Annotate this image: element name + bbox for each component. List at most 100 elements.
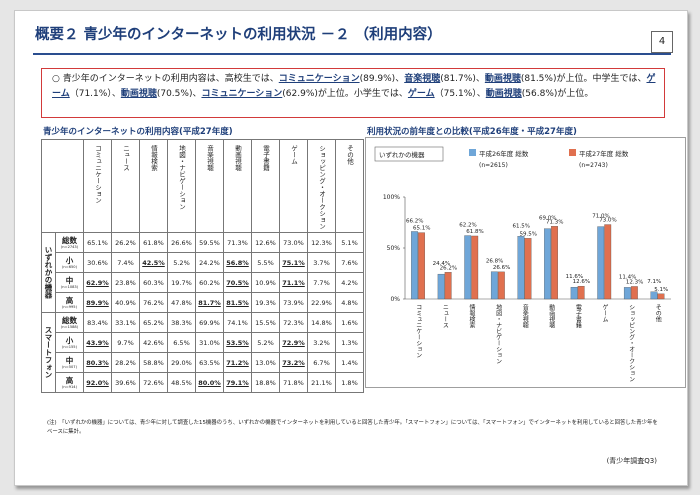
bar-value-label: 12.6% [573,279,590,285]
y-tick-label: 100% [383,194,400,201]
column-header-label: 情報検索 [149,144,158,171]
bar-value-label: 26.8% [486,259,503,265]
table-cell: 1.6% [335,312,364,333]
page-number: 4 [651,31,673,53]
table-cell: 5.2% [167,252,196,273]
table-cell: 60.2% [195,272,224,293]
table-cell: 62.9% [83,272,112,293]
summary-fragment: (56.8%)が上位。 [521,89,594,99]
table-cell: 58.8% [139,352,168,373]
column-header: ショッピング・オークション [307,139,336,233]
table-row: 小 (n=155) 43.9% 9.7% 42.6% 6.5% 31.0% 53.5% 5.2%… [42,332,364,353]
table-cell: 26.2% [111,232,140,253]
table-cell: 39.6% [111,372,140,393]
table-cell: 75.1% [279,252,308,273]
summary-fragment: (70.5%)、 [156,89,202,99]
row-label-cell: 高 (n=914) [55,372,84,393]
bar-value-label: 73.0% [599,218,616,224]
table-cell: 29.0% [167,352,196,373]
row-sample-size: (n=1083) [60,284,79,289]
table-cell: 71.1% [279,272,308,293]
x-tick-label: 情報検索 [468,303,475,328]
table-cell: 81.5% [223,292,252,313]
group-label-cell: いずれかの機器 [41,232,56,313]
row-label: 高 [65,295,74,305]
bar [497,271,505,300]
bar [490,271,498,300]
table-cell: 42.6% [139,332,168,353]
table-cell: 5.1% [335,232,364,253]
bar [517,236,525,300]
group-label: いずれかの機器 [44,246,53,299]
table-cell: 1.3% [335,332,364,353]
source-note: (青少年調査Q3) [606,457,657,465]
table-cell: 26.6% [167,232,196,253]
table-cell: 3.7% [307,252,336,273]
column-header: ゲーム [279,139,308,233]
summary-text: 青少年のインターネットの利用内容は、高校生では、コミュニケーション(89.9%)… [52,74,656,99]
table-cell: 22.9% [307,292,336,313]
bar [411,231,418,300]
document-page: 概要２ 青少年のインターネットの利用状況 －２ （利用内容） 4 ○ 青少年のイ… [14,10,688,486]
x-tick-label: 地図・ナビゲーション [495,303,502,364]
row-sample-size: (n=1588) [60,324,79,329]
column-header: 電子書籍 [251,139,280,233]
table-cell: 19.7% [167,272,196,293]
table-cell: 7.6% [335,252,364,273]
table-cell: 73.2% [279,352,308,373]
table-cell: 72.6% [139,372,168,393]
table-cell: 31.0% [195,332,224,353]
legend-swatch [469,149,476,156]
column-header-label: ゲーム [289,144,298,165]
summary-fragment: (81.5%)が上位。中学生では、 [520,74,647,84]
row-label: 総数 [62,315,77,325]
bar-value-label: 65.1% [413,226,430,232]
column-header-label: 動画視聴 [233,144,242,171]
column-header: 情報検索 [139,139,168,233]
summary-box: ○ 青少年のインターネットの利用内容は、高校生では、コミュニケーション(89.9… [41,68,665,118]
table-cell: 7.7% [307,272,336,293]
table-cell: 9.7% [111,332,140,353]
table-cell: 4.2% [335,272,364,293]
table-cell: 38.3% [167,312,196,333]
table-row: 高 (n=995) 89.9% 40.9% 76.2% 47.8% 81.7% 81.5% 19… [42,292,364,313]
comparison-chart: いずれかの機器 平成26年度 総数 (n=2615) 平成27年度 総数 (n=2743… [365,137,686,388]
bar [630,286,638,300]
row-sample-size: (n=155) [62,344,77,349]
bar [544,228,551,300]
summary-highlight: 動画視聴 [120,89,157,99]
column-header: 音楽視聴 [195,139,224,233]
device-label-box [374,146,444,162]
table-row: 中 (n=507) 80.3% 28.2% 58.8% 29.0% 63.5% 71.2% 13… [42,352,364,373]
y-tick-label: 0% [390,296,400,303]
column-header-label: 電子書籍 [261,144,270,171]
bar-value-label: 61.8% [466,229,483,235]
row-label: 中 [65,275,74,285]
table-cell: 23.8% [111,272,140,293]
table-cell: 15.5% [251,312,280,333]
title-rule [33,53,671,55]
column-header: コミュニケーション [83,139,112,233]
legend-swatch [569,149,576,156]
column-header: 地図・ナビゲーション [167,139,196,233]
table-cell: 63.5% [195,352,224,373]
summary-fragment: （75.1%）、 [434,89,486,99]
bar [577,285,585,300]
device-label: いずれかの機器 [379,150,425,159]
row-label: 中 [65,355,74,365]
column-header-label: ニュース [121,144,130,171]
legend-sample-size: (n=2743) [579,162,608,169]
table-cell: 53.5% [223,332,252,353]
table-cell: 3.2% [307,332,336,353]
summary-highlight: コミュニケーション [278,74,360,84]
bar-value-label: 11.4% [619,274,636,280]
bar [444,272,452,300]
row-label-cell: 中 (n=1083) [55,272,84,293]
table-cell: 72.3% [279,312,308,333]
bar [524,238,532,300]
table-cell: 33.1% [111,312,140,333]
legend-label: 平成27年度 総数 [579,149,629,158]
bar-value-label: 71.3% [546,219,563,225]
table-row: 高 (n=914) 92.0% 39.6% 72.6% 48.5% 80.0% 79.1% 18… [42,372,364,393]
table-cell: 1.8% [335,372,364,393]
